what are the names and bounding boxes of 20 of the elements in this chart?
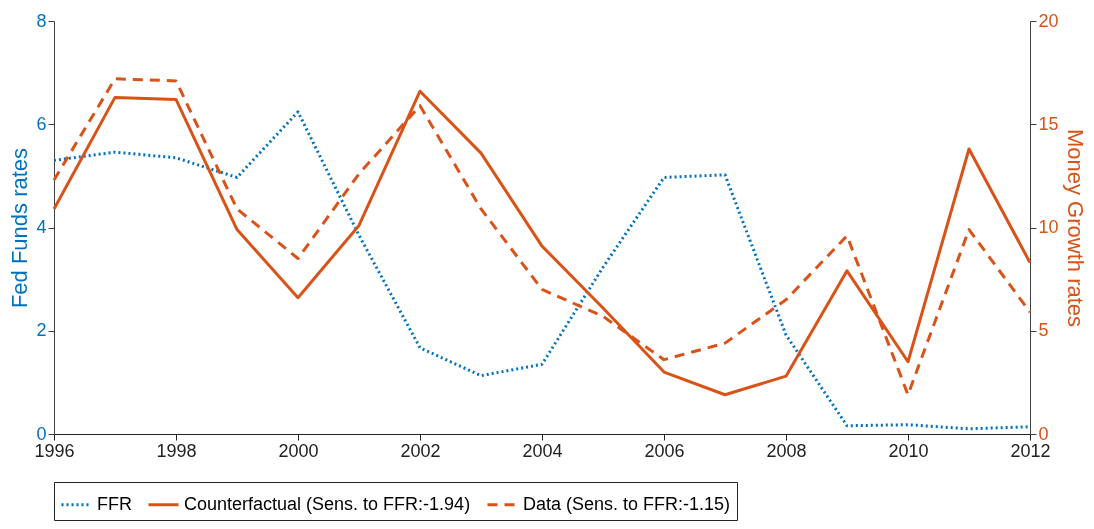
- legend-label: Data (Sens. to FFR:-1.15): [523, 493, 731, 514]
- y2-tick-label: 10: [1038, 217, 1059, 237]
- y-tick-label: 2: [36, 320, 47, 341]
- y-tick-label: 6: [36, 113, 47, 134]
- y-axis-title: Fed Funds rates: [7, 147, 33, 309]
- x-tick-label: 2006: [644, 440, 685, 461]
- y2-tick-label: 15: [1038, 113, 1059, 134]
- y2-axis-title: Money Growth rates: [1062, 128, 1088, 328]
- y2-tick-label: 5: [1038, 320, 1049, 341]
- x-tick-label: 2008: [766, 440, 807, 461]
- x-tick-label: 2002: [400, 440, 441, 461]
- y-tick-label: 4: [36, 217, 47, 237]
- x-tick-label: 2000: [278, 440, 319, 461]
- x-tick-label: 2004: [522, 440, 563, 461]
- legend-label: Counterfactual (Sens. to FFR:-1.94): [184, 493, 471, 514]
- x-tick-label: 1998: [156, 440, 197, 461]
- y2-tick-label: 20: [1038, 10, 1059, 31]
- y-tick-label: 8: [36, 10, 47, 31]
- legend-label: FFR: [97, 493, 132, 514]
- x-tick-label: 2010: [888, 440, 929, 461]
